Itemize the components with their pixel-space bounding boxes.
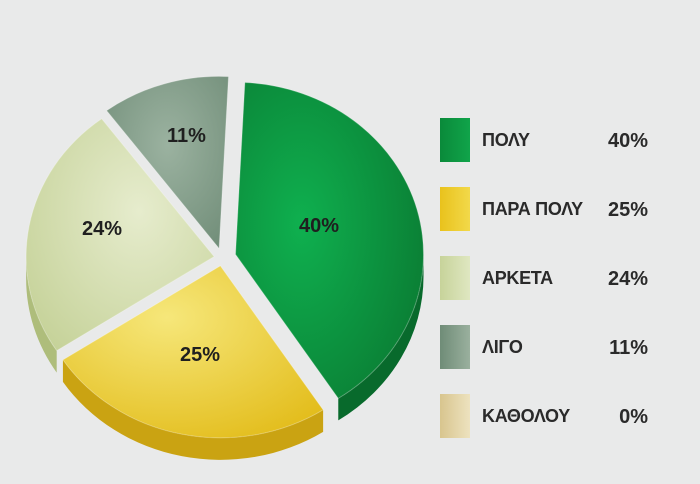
- legend-value: 11%: [609, 337, 648, 359]
- pie-slices: [25, 75, 424, 460]
- legend-swatch: [440, 325, 470, 369]
- legend-label: ΠΟΛΥ: [482, 130, 530, 150]
- legend-label: ΛΙΓΟ: [482, 337, 523, 357]
- slice-label-4: 11%: [167, 125, 206, 147]
- pie-slice: [235, 82, 424, 400]
- pie-slice: [105, 75, 230, 250]
- slice-label-3: 24%: [82, 218, 122, 240]
- slice-label-1: 40%: [299, 215, 339, 237]
- legend-value: 25%: [607, 199, 648, 221]
- legend-value: 0%: [619, 406, 648, 428]
- legend-swatch: [440, 187, 470, 231]
- legend-label: ΚΑΘΟΛΟΥ: [482, 406, 570, 426]
- legend-swatch: [440, 394, 470, 438]
- legend-swatch: [440, 256, 470, 300]
- pie-slice-side: [338, 254, 424, 421]
- pie-slice: [25, 118, 215, 352]
- legend-swatch: [440, 118, 470, 162]
- legend-item: ΑΡΚΕΤΑ 24%: [440, 256, 690, 300]
- legend-label: ΠΑΡΑ ΠΟΛΥ: [482, 199, 583, 219]
- legend-item: ΠΟΛΥ 40%: [440, 118, 690, 162]
- legend-value: 24%: [607, 268, 648, 290]
- pie-slice-side: [26, 256, 57, 373]
- legend-label: ΑΡΚΕΤΑ: [482, 268, 553, 288]
- legend-item: ΠΑΡΑ ΠΟΛΥ 25%: [440, 187, 690, 231]
- legend: ΠΟΛΥ 40% ΠΑΡΑ ΠΟΛΥ 25% ΑΡΚΕΤΑ 24% ΛΙΓΟ 1…: [440, 118, 690, 463]
- legend-item: ΛΙΓΟ 11%: [440, 325, 690, 369]
- pie-slice-side: [62, 359, 324, 460]
- pie-slice: [62, 265, 324, 439]
- legend-item: ΚΑΘΟΛΟΥ 0%: [440, 394, 690, 438]
- slice-label-2: 25%: [180, 344, 220, 366]
- legend-value: 40%: [607, 130, 648, 152]
